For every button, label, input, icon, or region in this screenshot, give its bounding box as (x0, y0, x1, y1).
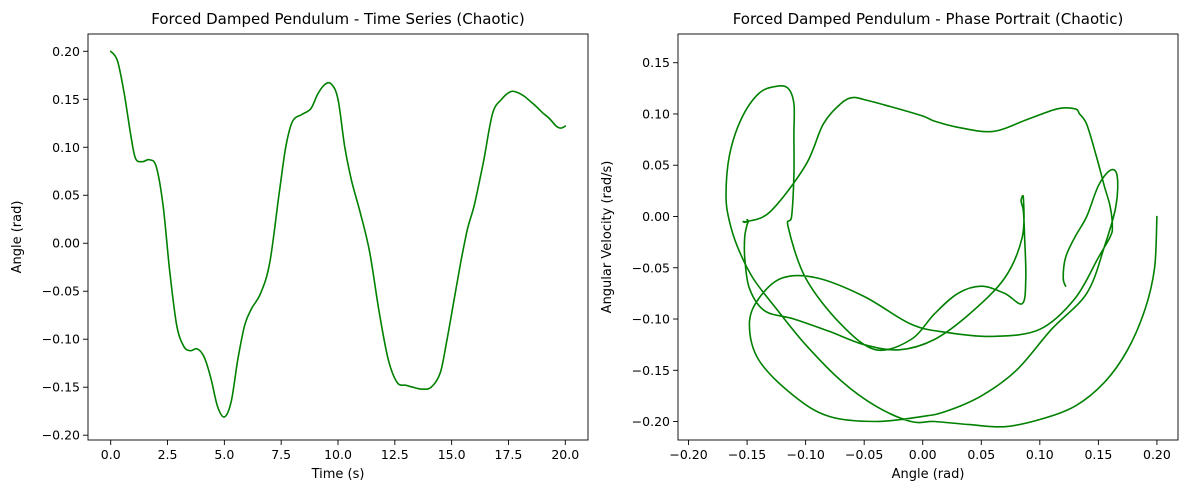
x-tick-label: 0.0 (101, 447, 121, 462)
y-tick-label: −0.15 (42, 380, 80, 395)
y-axis-label: Angular Velocity (rad/s) (600, 161, 615, 314)
plot-area (677, 33, 1179, 441)
x-tick-label: −0.05 (845, 447, 883, 462)
x-tick-label: 0.20 (1143, 447, 1171, 462)
x-tick-label: 10.0 (324, 447, 352, 462)
phase-portrait-chart: Forced Damped Pendulum - Phase Portrait … (600, 10, 1179, 482)
x-tick-label: 5.0 (214, 447, 234, 462)
y-axis-label: Angle (rad) (10, 201, 25, 274)
x-ticks: −0.20 −0.15 −0.10 −0.05 0.00 0.05 0.10 0.15 0.20 (669, 440, 1171, 462)
y-tick-label: 0.20 (52, 44, 80, 59)
x-tick-label: 17.5 (495, 447, 523, 462)
series-line (725, 84, 1158, 428)
y-tick-label: 0.05 (52, 188, 80, 203)
x-tick-label: −0.20 (669, 447, 707, 462)
x-tick-label: −0.15 (728, 447, 766, 462)
x-tick-label: 0.15 (1084, 447, 1112, 462)
x-tick-label: 0.10 (1026, 447, 1054, 462)
x-axis-label: Angle (rad) (892, 467, 965, 482)
y-tick-label: 0.00 (52, 236, 80, 251)
x-tick-label: 2.5 (158, 447, 178, 462)
y-tick-label: −0.20 (632, 414, 670, 429)
y-tick-label: 0.10 (52, 140, 80, 155)
y-tick-label: −0.15 (632, 363, 670, 378)
chart-title: Forced Damped Pendulum - Phase Portrait … (733, 10, 1124, 28)
x-axis-label: Time (s) (311, 467, 365, 482)
plot-area (87, 33, 589, 441)
y-tick-label: −0.10 (632, 312, 670, 327)
x-tick-label: 15.0 (438, 447, 466, 462)
y-tick-label: −0.05 (42, 284, 80, 299)
series-line (109, 50, 567, 418)
y-tick-label: −0.20 (42, 428, 80, 443)
y-tick-label: −0.10 (42, 332, 80, 347)
x-tick-label: 12.5 (381, 447, 409, 462)
chart-title: Forced Damped Pendulum - Time Series (Ch… (151, 10, 525, 28)
time-series-chart: Forced Damped Pendulum - Time Series (Ch… (10, 10, 589, 482)
y-tick-label: 0.05 (642, 158, 670, 173)
y-tick-label: 0.15 (52, 92, 80, 107)
x-tick-label: 0.00 (909, 447, 937, 462)
y-tick-label: −0.05 (632, 260, 670, 275)
y-tick-label: 0.00 (642, 209, 670, 224)
y-ticks: −0.20 −0.15 −0.10 −0.05 0.00 0.05 0.10 0.15 (632, 55, 678, 429)
x-tick-label: 20.0 (551, 447, 579, 462)
x-tick-label: 0.05 (967, 447, 995, 462)
x-tick-label: 7.5 (271, 447, 291, 462)
x-tick-label: −0.10 (786, 447, 824, 462)
y-tick-label: 0.15 (642, 55, 670, 70)
x-ticks: 0.0 2.5 5.0 7.5 10.0 12.5 15.0 17.5 20.0 (101, 440, 579, 462)
y-tick-label: 0.10 (642, 106, 670, 121)
y-ticks: −0.20 −0.15 −0.10 −0.05 0.00 0.05 0.10 0.15 0.20 (42, 44, 88, 443)
